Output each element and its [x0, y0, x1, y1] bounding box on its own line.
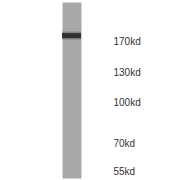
svg-text:55kd: 55kd: [114, 166, 136, 177]
svg-text:100kd: 100kd: [114, 97, 141, 108]
svg-text:70kd: 70kd: [114, 138, 136, 149]
svg-text:170kd: 170kd: [114, 36, 141, 47]
svg-text:130kd: 130kd: [114, 67, 141, 78]
